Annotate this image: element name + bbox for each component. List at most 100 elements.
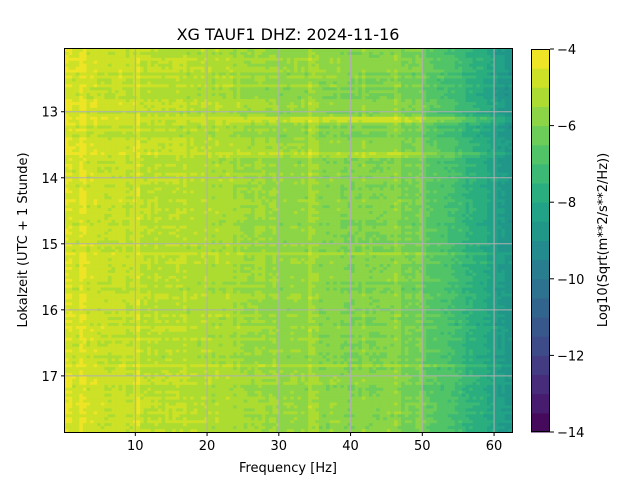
heatmap-cell (283, 72, 288, 77)
heatmap-cell (486, 49, 492, 53)
heatmap-cell (447, 87, 452, 91)
heatmap-cell (429, 60, 434, 65)
heatmap-cell (486, 96, 492, 100)
heatmap-cell (122, 78, 127, 83)
heatmap-cell (347, 49, 352, 53)
heatmap-cell (186, 84, 191, 88)
heatmap-cell (326, 69, 331, 74)
heatmap-cell (465, 66, 470, 71)
heatmap-cell (404, 81, 409, 85)
heatmap-cell (358, 57, 363, 62)
heatmap-cell (147, 66, 152, 71)
heatmap-cell (97, 72, 102, 77)
heatmap-cell (118, 96, 123, 100)
heatmap-cell (379, 93, 384, 97)
heatmap-cell (318, 90, 324, 94)
heatmap-cell (168, 51, 173, 56)
heatmap-cell (329, 63, 334, 68)
heatmap-cell (72, 75, 77, 80)
heatmap-cell (358, 75, 363, 80)
heatmap-cell (390, 75, 395, 80)
heatmap-cell (336, 60, 341, 65)
heatmap-cell (261, 69, 266, 74)
heatmap-cell (65, 60, 70, 65)
heatmap-cell (508, 87, 513, 91)
heatmap-cell (340, 93, 345, 97)
heatmap-cell (318, 63, 324, 68)
heatmap-cell (190, 51, 195, 56)
heatmap-cell (218, 60, 223, 65)
heatmap-cell (75, 54, 80, 59)
heatmap-cell (408, 60, 413, 65)
heatmap-cell (147, 99, 152, 103)
heatmap-cell (197, 57, 202, 62)
heatmap-cell (261, 93, 266, 97)
heatmap-cell (172, 54, 177, 59)
heatmap-cell (100, 75, 105, 80)
heatmap-cell (447, 96, 452, 100)
heatmap-cell (454, 60, 459, 65)
heatmap-cell (440, 81, 445, 85)
heatmap-cell (483, 51, 488, 56)
heatmap-cell (454, 96, 459, 100)
heatmap-cell (401, 81, 406, 85)
heatmap-cell (147, 69, 152, 74)
heatmap-cell (254, 93, 259, 97)
heatmap-cell (454, 90, 459, 94)
heatmap-cell (218, 78, 223, 83)
heatmap-cell (433, 57, 438, 62)
heatmap-cell (247, 81, 252, 85)
heatmap-cell (397, 93, 402, 97)
heatmap-cell (476, 81, 481, 85)
heatmap-cell (236, 78, 241, 83)
heatmap-cell (283, 93, 288, 97)
heatmap-cell (351, 63, 356, 68)
heatmap-cell (147, 72, 152, 77)
heatmap-cell (97, 66, 102, 71)
heatmap-cell (465, 78, 470, 83)
heatmap-cell (100, 69, 105, 74)
heatmap-cell (115, 66, 120, 71)
heatmap-cell (140, 81, 145, 85)
heatmap-cell (193, 72, 198, 77)
heatmap-cell (458, 87, 463, 91)
heatmap-cell (454, 78, 459, 83)
heatmap-cell (390, 81, 395, 85)
heatmap-cell (225, 57, 231, 62)
heatmap-cell (240, 75, 245, 80)
heatmap-cell (326, 93, 331, 97)
heatmap-cell (233, 93, 238, 97)
heatmap-cell (204, 54, 209, 59)
heatmap-cell (347, 90, 352, 94)
heatmap-cell (293, 54, 299, 59)
heatmap-cell (250, 66, 256, 71)
heatmap-cell (218, 66, 223, 71)
heatmap-cell (222, 57, 227, 62)
heatmap-cell (211, 60, 216, 65)
heatmap-cell (243, 51, 248, 56)
heatmap-cell (318, 66, 324, 71)
heatmap-cell (129, 96, 134, 100)
heatmap-cell (82, 63, 88, 68)
heatmap-cell (329, 78, 334, 83)
heatmap-cell (354, 54, 359, 59)
heatmap-cell (436, 54, 442, 59)
heatmap-cell (265, 54, 270, 59)
heatmap-cell (390, 72, 395, 77)
heatmap-cell (508, 75, 513, 80)
heatmap-cell (494, 66, 499, 71)
heatmap-cell (501, 96, 506, 100)
heatmap-cell (90, 60, 95, 65)
heatmap-cell (451, 49, 456, 53)
heatmap-cell (411, 57, 417, 62)
heatmap-cell (275, 57, 281, 62)
heatmap-cell (336, 66, 341, 71)
heatmap-cell (379, 51, 384, 56)
heatmap-cell (275, 96, 281, 100)
heatmap-cell (75, 78, 80, 83)
heatmap-cell (390, 90, 395, 94)
heatmap-cell (97, 90, 102, 94)
heatmap-cell (361, 84, 366, 88)
heatmap-cell (343, 54, 349, 59)
heatmap-cell (336, 81, 341, 85)
